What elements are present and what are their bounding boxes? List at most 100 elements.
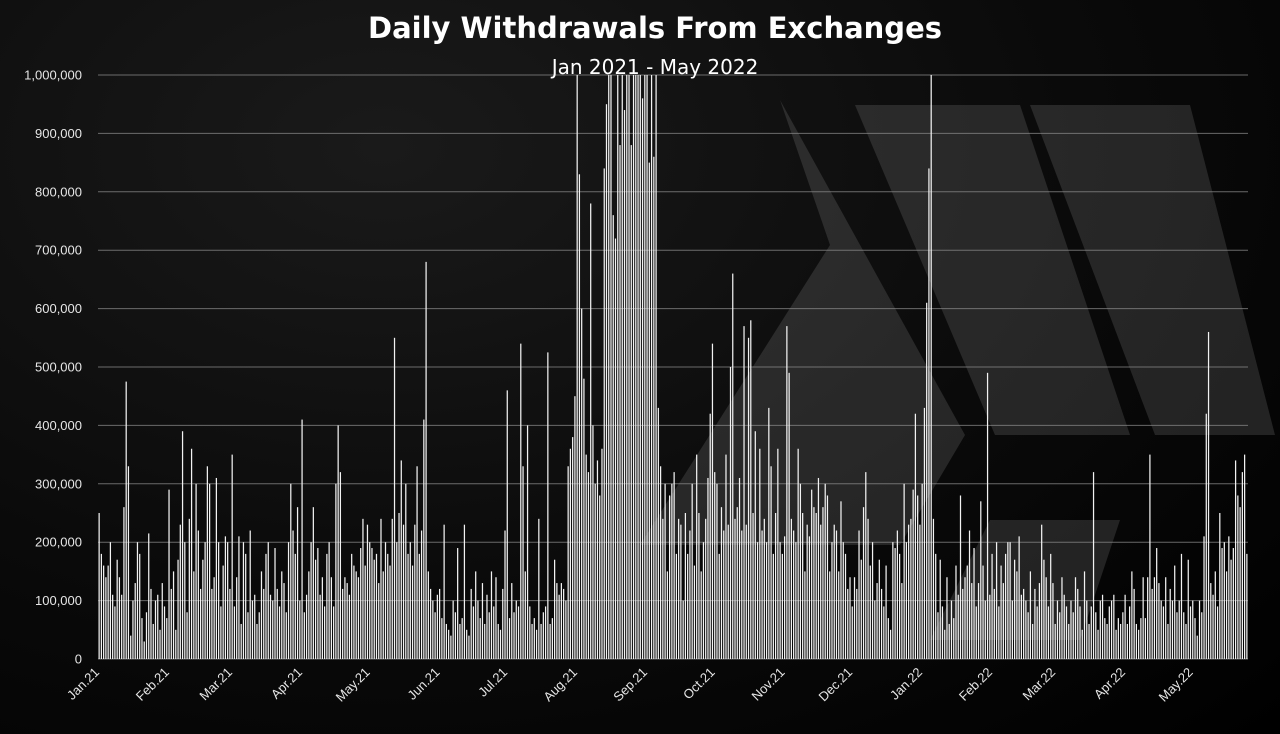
bar (797, 448, 799, 659)
bar (867, 518, 869, 659)
bar (923, 407, 926, 659)
bar (725, 454, 727, 659)
bar (132, 600, 134, 659)
bar (355, 571, 357, 659)
bar (114, 606, 116, 659)
bar (344, 577, 346, 659)
bar (590, 203, 592, 660)
bar (569, 448, 572, 659)
bar (700, 571, 702, 659)
bar (296, 507, 299, 659)
bar (236, 577, 238, 659)
bar (750, 320, 752, 659)
bar (470, 588, 472, 659)
bar (874, 600, 876, 659)
bar (249, 530, 251, 659)
bar (1194, 618, 1196, 659)
bar (1138, 629, 1140, 659)
bar (975, 606, 977, 659)
bar (551, 618, 553, 659)
bar (639, 75, 641, 659)
bar (1214, 571, 1216, 659)
bar (745, 524, 747, 659)
bar (317, 548, 319, 659)
bar (1050, 553, 1052, 659)
bar (817, 477, 820, 659)
bar (479, 618, 481, 659)
x-tick-label: Dec.21 (816, 665, 856, 705)
bar (118, 577, 121, 659)
bar (574, 396, 576, 659)
bar (148, 533, 150, 659)
bar (659, 466, 662, 659)
bar (894, 548, 896, 659)
bar (756, 542, 759, 659)
bar (1198, 600, 1201, 659)
bar (673, 472, 675, 659)
bar (1144, 618, 1147, 659)
bar (429, 588, 432, 659)
bar (400, 460, 402, 659)
bar (145, 612, 148, 659)
bar (125, 381, 127, 659)
bar (538, 518, 540, 659)
bar (328, 542, 330, 659)
bar (339, 472, 342, 659)
bar (461, 618, 463, 659)
bar (734, 518, 736, 659)
bar (799, 483, 802, 659)
bar (157, 594, 159, 659)
chart-subtitle: Jan 2021 - May 2022 (550, 55, 759, 79)
bar (876, 583, 878, 659)
bar (1074, 577, 1077, 659)
bar (265, 553, 267, 659)
bar (1216, 606, 1219, 659)
y-tick-label: 300,000 (35, 476, 82, 491)
bar (698, 513, 700, 659)
bar (1020, 594, 1022, 659)
bar (614, 238, 617, 659)
bar (387, 553, 389, 659)
bar (448, 629, 450, 659)
bar (1002, 583, 1004, 659)
bar (1108, 606, 1110, 659)
bar (222, 565, 224, 659)
bar (1070, 600, 1072, 659)
bar (1110, 600, 1113, 659)
bar (1043, 559, 1045, 659)
bar (197, 530, 199, 659)
bar (831, 542, 833, 659)
bar (436, 594, 438, 659)
bar (1176, 612, 1178, 659)
bar (786, 326, 788, 659)
bar (179, 524, 181, 659)
bar (1052, 583, 1054, 659)
bar (202, 559, 204, 659)
bar (188, 518, 190, 659)
bar (486, 594, 488, 659)
bar (326, 553, 328, 659)
bar (806, 524, 808, 659)
bar (1063, 594, 1065, 659)
bar (962, 588, 964, 659)
x-tick-label: Nov.21 (749, 665, 788, 704)
bar (490, 571, 493, 659)
bar (1244, 454, 1246, 659)
bar (1129, 606, 1131, 659)
bar (526, 425, 529, 659)
bar (847, 588, 849, 659)
bar (691, 483, 693, 659)
y-tick-label: 100,000 (35, 593, 82, 608)
bar (802, 513, 804, 659)
bar (1171, 600, 1174, 659)
bar (439, 588, 441, 659)
bar (1153, 577, 1156, 659)
bar (795, 542, 797, 659)
bar (495, 577, 497, 659)
bar (488, 612, 490, 659)
bar (1101, 594, 1104, 659)
bar (601, 448, 603, 659)
bar (955, 565, 957, 659)
bar (159, 629, 161, 659)
